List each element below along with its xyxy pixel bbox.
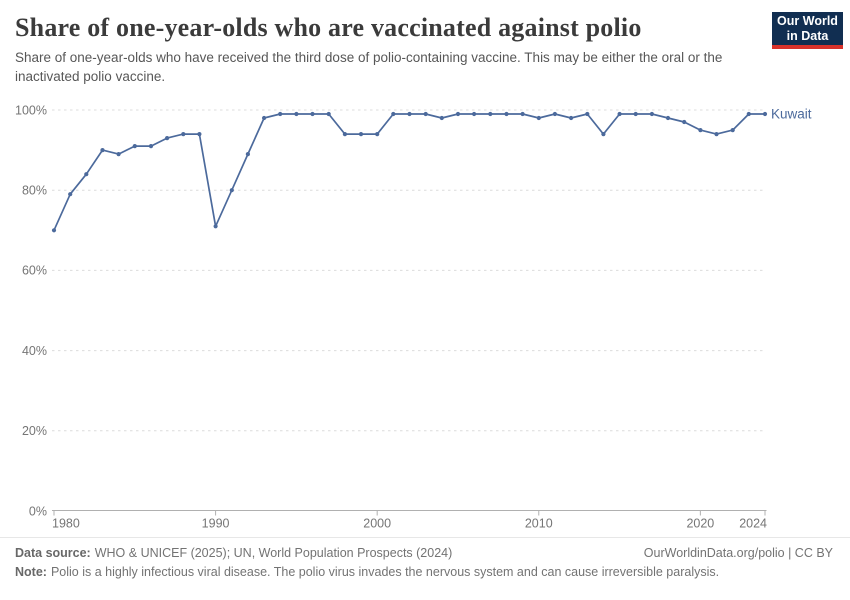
data-point xyxy=(375,132,380,137)
y-tick-label: 0% xyxy=(29,504,47,518)
data-point xyxy=(472,111,477,117)
x-tick-label: 1980 xyxy=(52,517,80,531)
data-point xyxy=(213,224,218,229)
data-line xyxy=(53,113,766,232)
data-point xyxy=(569,115,574,121)
data-point xyxy=(342,132,347,137)
data-point xyxy=(181,132,186,137)
data-point xyxy=(601,132,606,137)
data-point xyxy=(100,148,105,153)
data-point xyxy=(229,188,234,193)
y-tick-label: 40% xyxy=(22,344,47,358)
y-tick-label: 100% xyxy=(15,103,47,117)
data-point xyxy=(762,111,768,117)
data-point xyxy=(245,152,250,157)
owid-logo-line2: in Data xyxy=(786,28,829,43)
data-point xyxy=(730,128,735,133)
footer-note: Note: Polio is a highly infectious viral … xyxy=(15,565,833,579)
data-point xyxy=(262,115,267,121)
data-point xyxy=(536,115,541,121)
chart-footer: Data source: WHO & UNICEF (2025); UN, Wor… xyxy=(0,537,850,579)
data-point xyxy=(132,144,137,149)
data-point xyxy=(552,111,558,117)
data-point xyxy=(407,111,412,117)
data-point xyxy=(714,132,719,137)
chart-subtitle: Share of one-year-olds who have received… xyxy=(15,50,723,85)
chart-title: Share of one-year-olds who are vaccinate… xyxy=(15,13,642,42)
data-source[interactable]: Data source: WHO & UNICEF (2025); UN, Wor… xyxy=(15,546,452,560)
data-point xyxy=(197,132,202,137)
footer-note-label: Note: xyxy=(15,565,47,579)
data-point xyxy=(278,111,283,117)
data-point xyxy=(84,172,89,177)
data-point xyxy=(68,192,73,197)
data-point xyxy=(488,111,493,117)
data-point xyxy=(439,115,444,121)
data-point xyxy=(116,152,121,157)
data-point xyxy=(423,111,428,117)
data-point xyxy=(665,115,671,121)
y-tick-label: 60% xyxy=(22,264,47,278)
owid-logo[interactable]: Our World in Data xyxy=(772,12,843,49)
data-point xyxy=(617,111,622,117)
data-point xyxy=(520,111,525,117)
data-point xyxy=(148,144,154,149)
data-point xyxy=(294,111,299,117)
data-point xyxy=(310,111,315,117)
data-point xyxy=(585,111,590,117)
data-point xyxy=(358,132,364,137)
series-label-kuwait: Kuwait xyxy=(771,107,812,122)
x-tick-label: 1990 xyxy=(202,517,230,531)
y-tick-label: 20% xyxy=(22,424,47,438)
data-source-text: WHO & UNICEF (2025); UN, World Populatio… xyxy=(94,546,453,560)
data-point xyxy=(633,111,638,117)
data-point xyxy=(649,111,655,117)
data-point xyxy=(504,111,509,117)
data-point xyxy=(746,111,751,117)
data-point xyxy=(391,111,396,117)
footer-note-text: Polio is a highly infectious viral disea… xyxy=(50,565,720,579)
data-point xyxy=(326,111,331,117)
y-tick-label: 80% xyxy=(22,184,47,198)
data-point xyxy=(51,228,57,233)
x-tick-label: 2000 xyxy=(363,517,391,531)
data-point xyxy=(682,119,687,125)
data-point xyxy=(455,111,461,117)
footer-url[interactable]: OurWorldinData.org/polio | CC BY xyxy=(643,546,833,560)
x-tick-label: 2010 xyxy=(525,517,553,531)
data-source-label: Data source: xyxy=(15,546,91,560)
data-point xyxy=(165,136,170,141)
data-point xyxy=(698,128,703,133)
owid-logo-line1: Our World xyxy=(777,14,838,28)
x-tick-label: 2020 xyxy=(686,517,714,531)
x-tick-label: 2024 xyxy=(739,517,767,531)
